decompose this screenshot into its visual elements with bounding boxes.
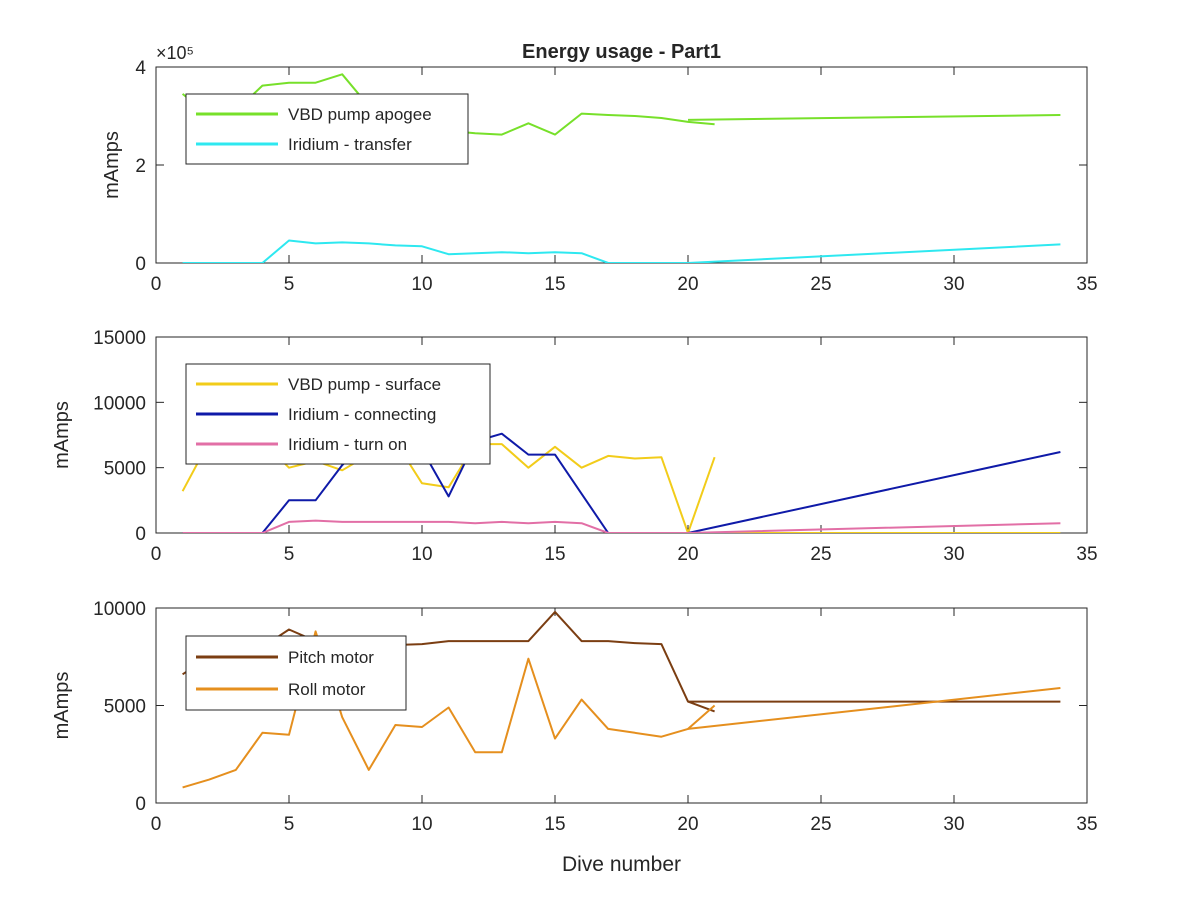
- y-axis-label: mAmps: [51, 401, 73, 469]
- legend-label-iridium-transfer: Iridium - transfer: [288, 135, 412, 154]
- x-tick-label: 30: [943, 274, 964, 295]
- legend: VBD pump - surface Iridium - connecting Ir…: [185, 363, 491, 465]
- x-tick-label: 30: [943, 814, 964, 835]
- legend: VBD pump apogee Iridium - transfer: [185, 93, 469, 165]
- x-axis-label: Dive number: [562, 853, 681, 876]
- y-tick-label: 5000: [104, 697, 146, 718]
- x-tick-label: 20: [677, 814, 698, 835]
- x-tick-label: 15: [544, 814, 565, 835]
- legend-label-pitch-motor: Pitch motor: [288, 648, 374, 667]
- series-line-roll-motor-segment-2: [687, 687, 1061, 730]
- legend-label-vbd-pump-apogee: VBD pump apogee: [288, 105, 432, 124]
- x-tick-label: 10: [411, 274, 432, 295]
- series-line-roll-motor: [182, 630, 716, 789]
- x-tick-label: 5: [284, 814, 295, 835]
- x-tick-label: 20: [677, 274, 698, 295]
- x-tick-label: 30: [943, 544, 964, 565]
- x-tick-label: 25: [810, 814, 831, 835]
- legend-box: [185, 635, 407, 711]
- x-tick-label: 5: [284, 274, 295, 295]
- panel-2: 0 5 10 15 20 25 30 35 0 5000 10000 15000 mAmps VBD pu…: [51, 328, 1098, 565]
- panel-3: 0 5 10 15 20 25 30 35 0 5000 10000 mAmps Dive number…: [51, 599, 1098, 876]
- x-tick-label: 25: [810, 274, 831, 295]
- y-axis-label: mAmps: [51, 672, 73, 740]
- x-tick-label: 25: [810, 544, 831, 565]
- x-tick-label: 20: [677, 544, 698, 565]
- y-tick-label: 10000: [93, 393, 146, 414]
- y-tick-label: 15000: [93, 328, 146, 349]
- x-tick-label: 10: [411, 814, 432, 835]
- x-tick-label: 0: [151, 544, 162, 565]
- x-tick-label: 35: [1076, 544, 1097, 565]
- x-tick-label: 15: [544, 274, 565, 295]
- y-tick-label: 10000: [93, 599, 146, 620]
- x-tick-label: 10: [411, 544, 432, 565]
- series-lines: [182, 610, 1061, 789]
- x-tick-label: 15: [544, 544, 565, 565]
- x-tick-label: 0: [151, 274, 162, 295]
- x-tick-label: 35: [1076, 274, 1097, 295]
- series-line-vbd-pump-apogee-segment-2: [687, 114, 1061, 121]
- legend-label-vbd-pump-surface: VBD pump - surface: [288, 375, 441, 394]
- x-tick-label: 5: [284, 544, 295, 565]
- chart-panels: 0 5 10 15 20 25 30 35 0 2 4 ×10⁵ mAmps Energy usage -…: [51, 41, 1098, 876]
- y-exponent-label: ×10⁵: [156, 43, 194, 63]
- legend-box: [185, 93, 469, 165]
- legend-label-iridium-connecting: Iridium - connecting: [288, 405, 436, 424]
- y-tick-label: 0: [135, 254, 146, 275]
- series-line-iridium-turn-on: [182, 519, 1061, 533]
- x-tick-label: 35: [1076, 814, 1097, 835]
- chart-title: Energy usage - Part1: [522, 41, 721, 63]
- series-line-iridium-transfer: [182, 239, 1061, 263]
- y-tick-label: 2: [135, 156, 146, 177]
- panel-1: 0 5 10 15 20 25 30 35 0 2 4 ×10⁵ mAmps Energy usage -…: [101, 41, 1098, 295]
- x-tick-label: 0: [151, 814, 162, 835]
- legend: Pitch motor Roll motor: [185, 635, 407, 711]
- y-tick-label: 0: [135, 524, 146, 545]
- series-line-iridium-connecting: [182, 432, 1061, 533]
- legend-label-iridium-turn-on: Iridium - turn on: [288, 435, 407, 454]
- y-tick-label: 5000: [104, 459, 146, 480]
- legend-label-roll-motor: Roll motor: [288, 680, 366, 699]
- y-tick-label: 4: [135, 58, 146, 79]
- y-tick-label: 0: [135, 794, 146, 815]
- y-axis-label: mAmps: [101, 131, 123, 199]
